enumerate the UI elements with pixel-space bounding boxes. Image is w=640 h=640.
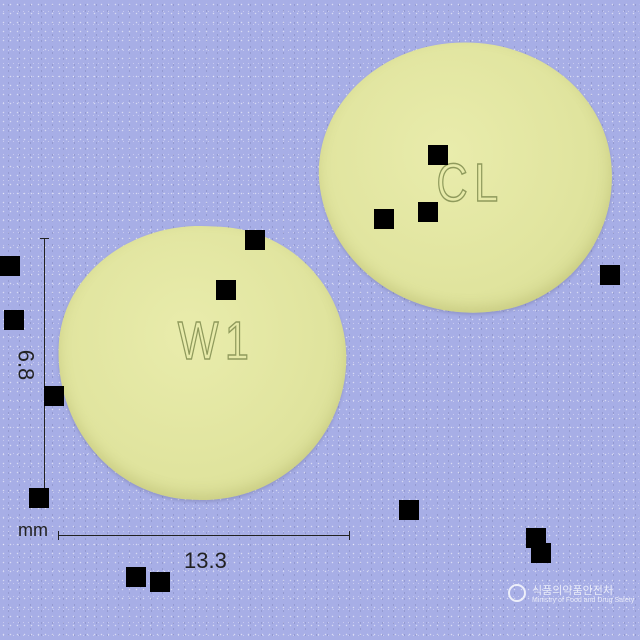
width-dimension-line bbox=[58, 535, 350, 536]
redaction-square bbox=[29, 488, 49, 508]
pill-imprint-front: W1 bbox=[177, 310, 256, 372]
redaction-square bbox=[44, 386, 64, 406]
height-dimension-tick bbox=[40, 238, 49, 239]
ministry-logo-icon bbox=[508, 584, 526, 602]
redaction-square bbox=[600, 265, 620, 285]
redaction-square bbox=[531, 543, 551, 563]
redaction-square bbox=[428, 145, 448, 165]
redaction-square bbox=[126, 567, 146, 587]
width-dimension-tick bbox=[349, 531, 350, 540]
watermark-korean: 식품의약품안전처 bbox=[532, 585, 613, 597]
height-dimension-label: 6.8 bbox=[13, 349, 39, 381]
height-dimension-line bbox=[44, 238, 45, 500]
unit-label: mm bbox=[18, 520, 48, 540]
redaction-square bbox=[374, 209, 394, 229]
width-dimension-label: 13.3 bbox=[184, 548, 227, 573]
width-dimension-tick bbox=[58, 531, 59, 540]
redaction-square bbox=[150, 572, 170, 592]
redaction-square bbox=[0, 256, 20, 276]
watermark-english: Ministry of Food and Drug Safety bbox=[532, 597, 635, 604]
redaction-square bbox=[4, 310, 24, 330]
redaction-square bbox=[399, 500, 419, 520]
redaction-square bbox=[245, 230, 265, 250]
redaction-square bbox=[418, 202, 438, 222]
redaction-square bbox=[216, 280, 236, 300]
